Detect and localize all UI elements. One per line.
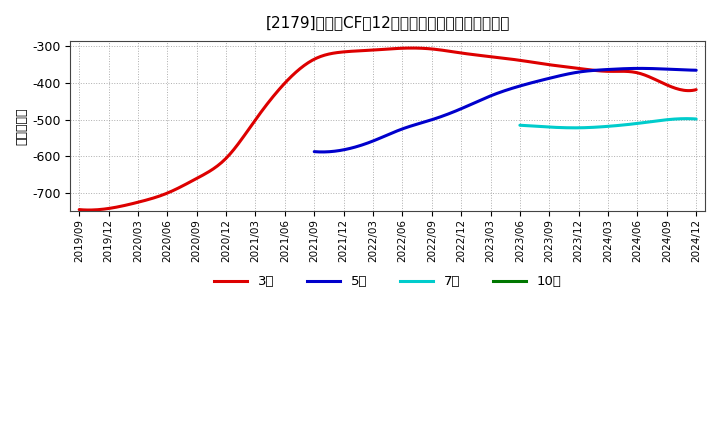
Legend: 3年, 5年, 7年, 10年: 3年, 5年, 7年, 10年 (209, 270, 567, 293)
Y-axis label: （百万円）: （百万円） (15, 107, 28, 145)
Title: [2179]　投賄CFの12か月移動合計の平均値の推移: [2179] 投賄CFの12か月移動合計の平均値の推移 (266, 15, 510, 30)
